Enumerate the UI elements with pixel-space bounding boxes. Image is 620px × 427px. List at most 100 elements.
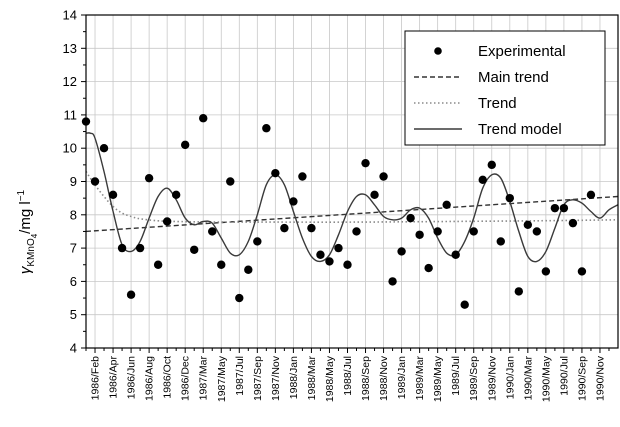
data-point-experimental — [433, 227, 442, 236]
data-point-experimental — [253, 237, 262, 246]
data-point-experimental — [126, 290, 136, 299]
x-tick-label: 1989/May — [432, 355, 444, 402]
y-axis-label-subscript: KMnO — [26, 238, 37, 267]
data-point-experimental — [217, 260, 226, 269]
x-tick-label: 1988/Jul — [342, 356, 354, 396]
y-tick-label: 6 — [70, 274, 77, 289]
x-tick-label: 1986/Apr — [108, 356, 120, 399]
y-tick-label: 12 — [63, 74, 77, 89]
x-tick-label: 1988/Nov — [378, 355, 390, 401]
x-tick-label: 1986/Feb — [90, 356, 102, 401]
x-tick-label: 1987/Sep — [252, 356, 264, 401]
data-point-experimental — [460, 300, 469, 309]
data-point-experimental — [415, 230, 424, 239]
x-tick-label: 1987/May — [216, 355, 228, 402]
data-point-experimental — [153, 260, 163, 269]
x-tick-label: 1986/Dec — [180, 356, 192, 401]
x-tick-label: 1989/Mar — [414, 355, 426, 400]
data-point-experimental — [180, 140, 190, 150]
x-tick-label: 1989/Nov — [486, 355, 498, 401]
x-tick-label: 1989/Jan — [396, 356, 408, 399]
x-tick-label: 1988/Sep — [360, 356, 372, 401]
data-point-experimental — [271, 168, 280, 178]
x-tick-label: 1987/Mar — [198, 355, 210, 400]
x-tick-label: 1988/May — [324, 355, 336, 402]
x-tick-label: 1989/Sep — [468, 356, 480, 401]
y-axis-label-symbol: γ — [17, 265, 34, 274]
x-tick-label: 1988/Jan — [288, 356, 300, 399]
x-tick-label: 1990/Jul — [558, 356, 570, 396]
x-tick-label: 1990/Mar — [522, 355, 534, 400]
x-tick-label: 1990/Nov — [594, 355, 606, 401]
data-point-experimental — [424, 263, 433, 273]
data-point-experimental — [550, 203, 560, 213]
x-tick-label: 1989/Jul — [450, 356, 462, 396]
data-point-experimental — [487, 160, 496, 170]
y-tick-label: 10 — [63, 141, 77, 156]
x-tick-label: 1986/Oct — [162, 356, 174, 399]
legend-label-experimental: Experimental — [478, 43, 566, 60]
y-tick-label: 4 — [70, 341, 77, 356]
legend-label-main-trend: Main trend — [478, 69, 549, 86]
data-point-experimental — [307, 223, 316, 233]
data-point-experimental — [235, 293, 244, 303]
x-tick-label: 1988/Mar — [306, 355, 318, 400]
data-point-experimental — [171, 190, 181, 200]
data-point-experimental — [442, 200, 451, 210]
data-point-experimental — [559, 203, 569, 213]
data-point-experimental — [514, 287, 524, 296]
y-tick-label: 11 — [64, 107, 78, 122]
y-axis-label-superscript: −1 — [16, 189, 27, 201]
x-tick-label: 1990/May — [540, 355, 552, 402]
data-point-experimental — [586, 190, 596, 200]
legend-label-trend-model: Trend model — [478, 121, 562, 138]
y-axis-ticks: 4 5 6 7 8 9 10 11 12 13 14 — [63, 8, 86, 356]
series-line-trend — [85, 171, 619, 223]
legend-label-trend: Trend — [478, 95, 517, 112]
x-tick-label: 1986/Aug — [144, 356, 156, 401]
data-point-experimental — [190, 245, 199, 254]
x-tick-label: 1987/Jul — [234, 356, 246, 396]
legend-marker-experimental — [434, 47, 442, 55]
data-point-experimental — [262, 124, 271, 133]
y-tick-label: 14 — [63, 8, 77, 23]
legend: Experimental Main trend Trend Trend mode… — [404, 30, 606, 146]
x-axis-ticks: 1986/Feb 1986/Apr 1986/Jun 1986/Aug 1986/Oct… — [85, 348, 610, 402]
data-point-experimental — [379, 172, 388, 181]
data-point-experimental — [99, 144, 109, 153]
data-point-experimental — [397, 247, 406, 256]
data-point-experimental — [208, 227, 217, 236]
series — [81, 114, 619, 309]
data-point-experimental — [451, 250, 460, 259]
data-point-experimental — [469, 227, 478, 236]
y-tick-label: 5 — [70, 307, 77, 322]
x-tick-label: 1986/Jun — [126, 356, 138, 399]
data-point-experimental — [117, 243, 127, 253]
data-point-experimental — [135, 243, 145, 253]
data-point-experimental — [334, 243, 343, 253]
x-tick-label: 1987/Nov — [270, 355, 282, 401]
y-tick-label: 8 — [70, 207, 77, 222]
series-line-main-trend — [85, 195, 619, 233]
data-point-experimental — [144, 173, 154, 183]
data-point-experimental — [162, 217, 172, 226]
data-point-experimental — [388, 277, 397, 286]
data-point-experimental — [523, 220, 533, 229]
data-point-experimental — [343, 260, 352, 269]
data-point-experimental — [316, 250, 325, 259]
y-tick-label: 7 — [70, 241, 77, 256]
data-point-experimental — [325, 257, 334, 266]
data-point-experimental — [406, 213, 415, 223]
data-point-experimental — [226, 177, 235, 186]
x-tick-label: 1990/Sep — [576, 356, 588, 401]
data-point-experimental — [108, 190, 118, 200]
data-point-experimental — [370, 190, 379, 200]
data-point-experimental — [361, 158, 370, 168]
y-axis-label: γKMnO4/mg l−1 — [16, 189, 39, 274]
data-point-experimental — [577, 267, 587, 276]
x-tick-label: 1990/Jan — [504, 356, 516, 399]
series-line-trend-model — [85, 132, 619, 263]
y-axis-label-subsubscript: 4 — [30, 233, 39, 238]
data-point-experimental — [505, 193, 514, 203]
data-point-experimental — [289, 197, 298, 206]
